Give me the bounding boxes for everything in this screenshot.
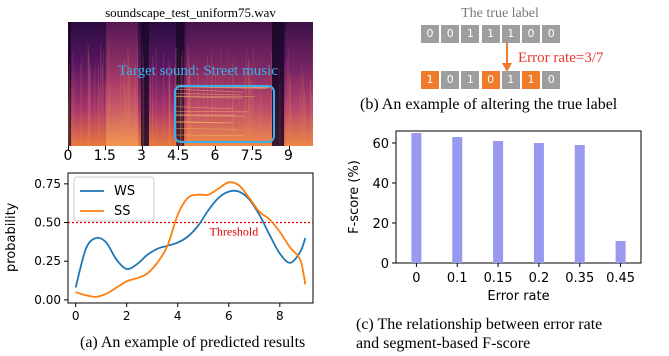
plot-frame — [67, 172, 314, 304]
x-tick-label: 6 — [225, 309, 233, 323]
fscore-bar-chart: 0 20 40 60 0 0.1 0.15 0.2 0.35 0.45 Error rate F-sc… — [347, 130, 642, 304]
altered-label-cell: 1 — [421, 71, 439, 89]
bar — [411, 133, 422, 263]
true-label-cell: 0 — [522, 25, 540, 43]
y-tick-label: 0.50 — [34, 216, 61, 230]
bar — [533, 143, 544, 263]
arrow-icon — [502, 43, 512, 72]
altered-label-cell: 0 — [542, 71, 561, 89]
spectrogram-tick-mark — [68, 146, 69, 150]
spectrogram-tick-label: 6 — [210, 148, 220, 164]
altered-label-cell: 1 — [501, 71, 520, 89]
spectrogram-tick-label: 1.5 — [93, 148, 116, 164]
true-label-cell: 1 — [501, 25, 520, 43]
y-tick-label: 0.00 — [34, 293, 61, 307]
x-tick-label: 0.2 — [529, 271, 550, 286]
spectrogram-tick-mark — [178, 146, 180, 150]
x-tick-label: 8 — [276, 309, 284, 323]
y-tick-label: 0.25 — [34, 254, 61, 268]
y-tick-label: 20 — [372, 217, 389, 232]
x-tick-label: 4 — [174, 309, 182, 323]
spectrogram-tick-label: 3 — [137, 148, 146, 164]
caption-a: (a) An example of predicted results — [80, 334, 306, 351]
probability-chart: 0.00 0.25 0.50 0.75 0 2 4 6 8 Threshold WS SS — [34, 172, 314, 323]
y-tick-label: 0 — [381, 257, 389, 272]
spectrogram-tick-label: 4.5 — [167, 148, 190, 164]
bar — [493, 141, 504, 263]
annotation-box — [174, 85, 275, 143]
true-label-title: The true label — [461, 6, 539, 21]
y-tick-label: 0.75 — [34, 177, 61, 191]
x-tick-label: 2 — [123, 309, 131, 323]
altered-label-cell: 1 — [461, 71, 480, 89]
y-axis-label: F-score (%) — [347, 160, 362, 234]
threshold-label: Threshold — [210, 225, 259, 239]
annotation-label: Target sound: Street music — [118, 63, 278, 79]
true-label-cell: 0 — [441, 25, 460, 43]
y-tick-label: 60 — [372, 137, 389, 152]
spectrogram-tick-label: 7.5 — [240, 148, 263, 164]
bar — [574, 145, 585, 263]
spectrogram-tick-label: 0 — [63, 148, 73, 164]
spectrogram-tick-mark — [141, 146, 143, 150]
plot-frame — [395, 130, 642, 264]
x-axis-label: Error rate — [487, 289, 549, 304]
series-line-ss — [75, 181, 307, 298]
caption-b: (b) An example of altering the true labe… — [360, 96, 618, 113]
spectrogram-tick-mark — [251, 146, 253, 150]
x-tick-label: 0.1 — [447, 271, 468, 286]
spectrogram-tick-mark — [288, 146, 290, 150]
legend-label: WS — [114, 184, 135, 199]
probability-y-label: probability — [4, 202, 19, 272]
x-tick-label: 0 — [72, 309, 80, 323]
altered-label-cell: 0 — [481, 71, 500, 89]
caption-c-line2: and segment-based F-score — [356, 335, 531, 352]
x-tick-label: 0.45 — [606, 271, 635, 286]
legend-label: SS — [114, 204, 131, 219]
spectrogram-image — [68, 22, 313, 146]
spectrogram-title: soundscape_test_uniform75.wav — [105, 5, 276, 20]
spectrogram-tick-mark — [104, 146, 106, 150]
series-line-ws — [74, 189, 307, 288]
true-label-cell: 1 — [461, 25, 480, 43]
x-tick-label: 0.35 — [565, 271, 594, 286]
x-tick-label: 0 — [412, 271, 420, 286]
caption-c-line1: (c) The relationship between error rate — [356, 316, 603, 333]
spectrogram-tick-mark — [215, 146, 216, 150]
error-rate-label: Error rate=3/7 — [518, 50, 604, 66]
spectrogram-tick-label: 9 — [284, 148, 293, 164]
altered-label-cell: 0 — [441, 71, 460, 89]
bar — [452, 137, 463, 263]
true-label-cell: 1 — [481, 25, 500, 43]
bar — [615, 241, 626, 263]
true-label-cell: 0 — [421, 25, 439, 43]
x-tick-label: 0.15 — [484, 271, 513, 286]
true-label-cell: 0 — [542, 25, 561, 43]
y-tick-label: 40 — [372, 177, 389, 192]
altered-label-cell: 1 — [522, 71, 540, 89]
legend-box — [73, 176, 155, 222]
